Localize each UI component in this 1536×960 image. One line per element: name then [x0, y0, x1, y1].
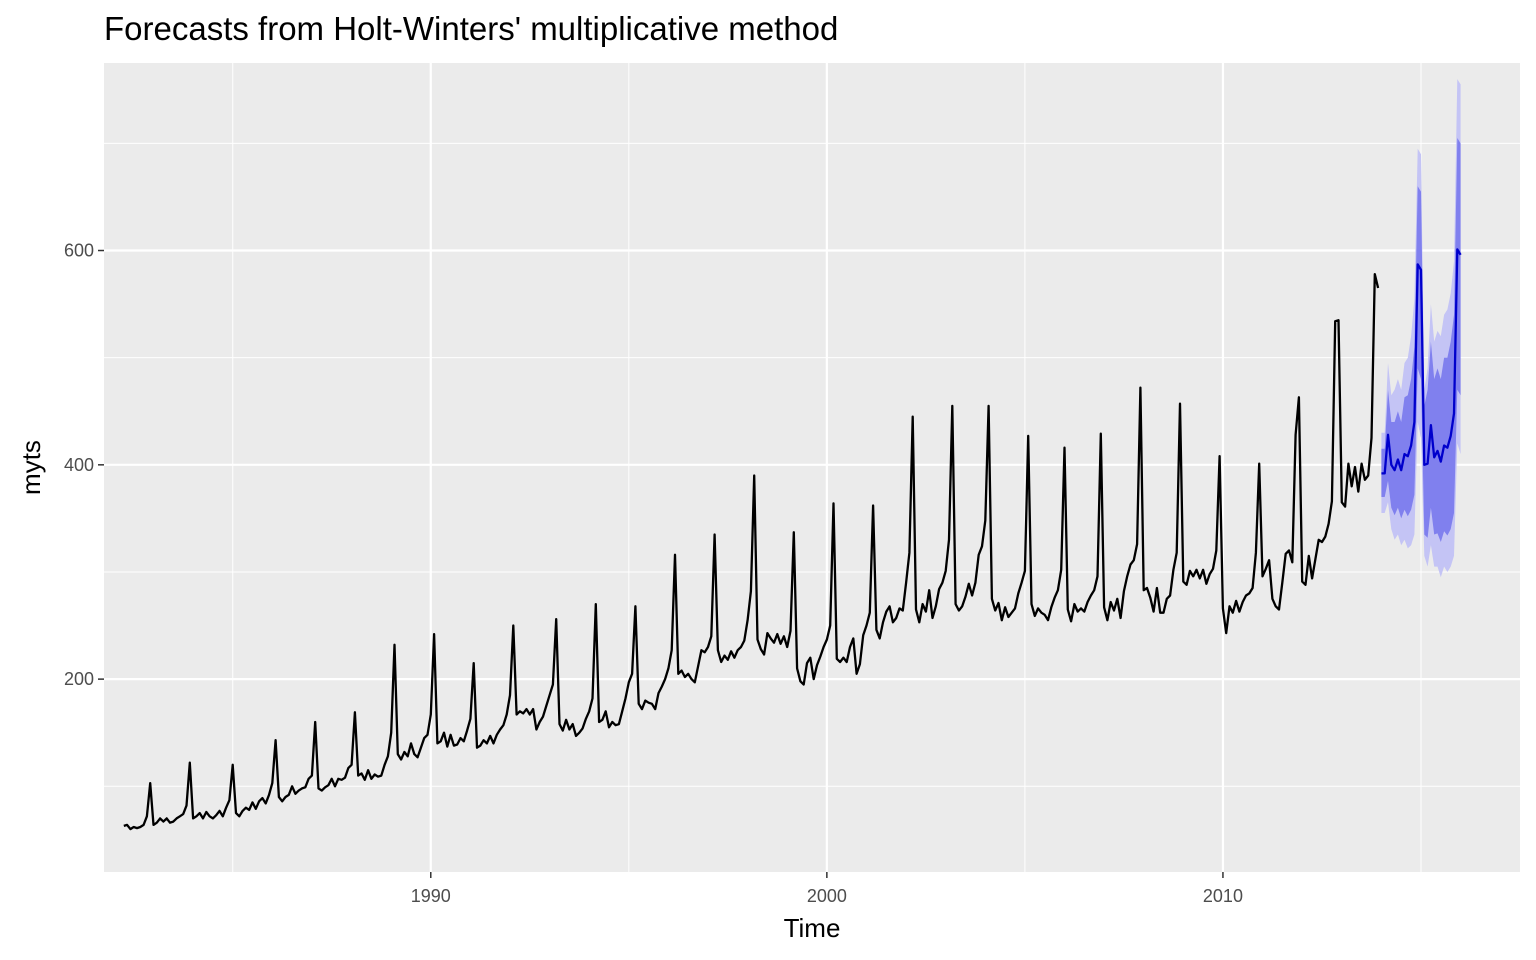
x-axis: 1990 2000 2010 — [411, 872, 1243, 906]
y-tick-label: 200 — [64, 669, 94, 689]
chart-title: Forecasts from Holt-Winters' multiplicat… — [104, 10, 839, 47]
x-tick-label: 2000 — [807, 886, 847, 906]
y-axis-title: myts — [16, 440, 46, 495]
forecast-series-line — [1381, 248, 1462, 475]
y-axis: 200 400 600 — [64, 241, 104, 689]
x-tick-label: 1990 — [411, 886, 451, 906]
y-tick-label: 400 — [64, 455, 94, 475]
history-series-line — [123, 272, 1380, 831]
plot-panel — [104, 63, 1520, 872]
major-gridlines — [104, 63, 1520, 872]
y-tick-label: 600 — [64, 241, 94, 261]
interval-80-band — [1381, 138, 1461, 542]
series-marks — [123, 79, 1462, 831]
x-axis-title: Time — [784, 913, 841, 943]
x-tick-label: 2010 — [1203, 886, 1243, 906]
